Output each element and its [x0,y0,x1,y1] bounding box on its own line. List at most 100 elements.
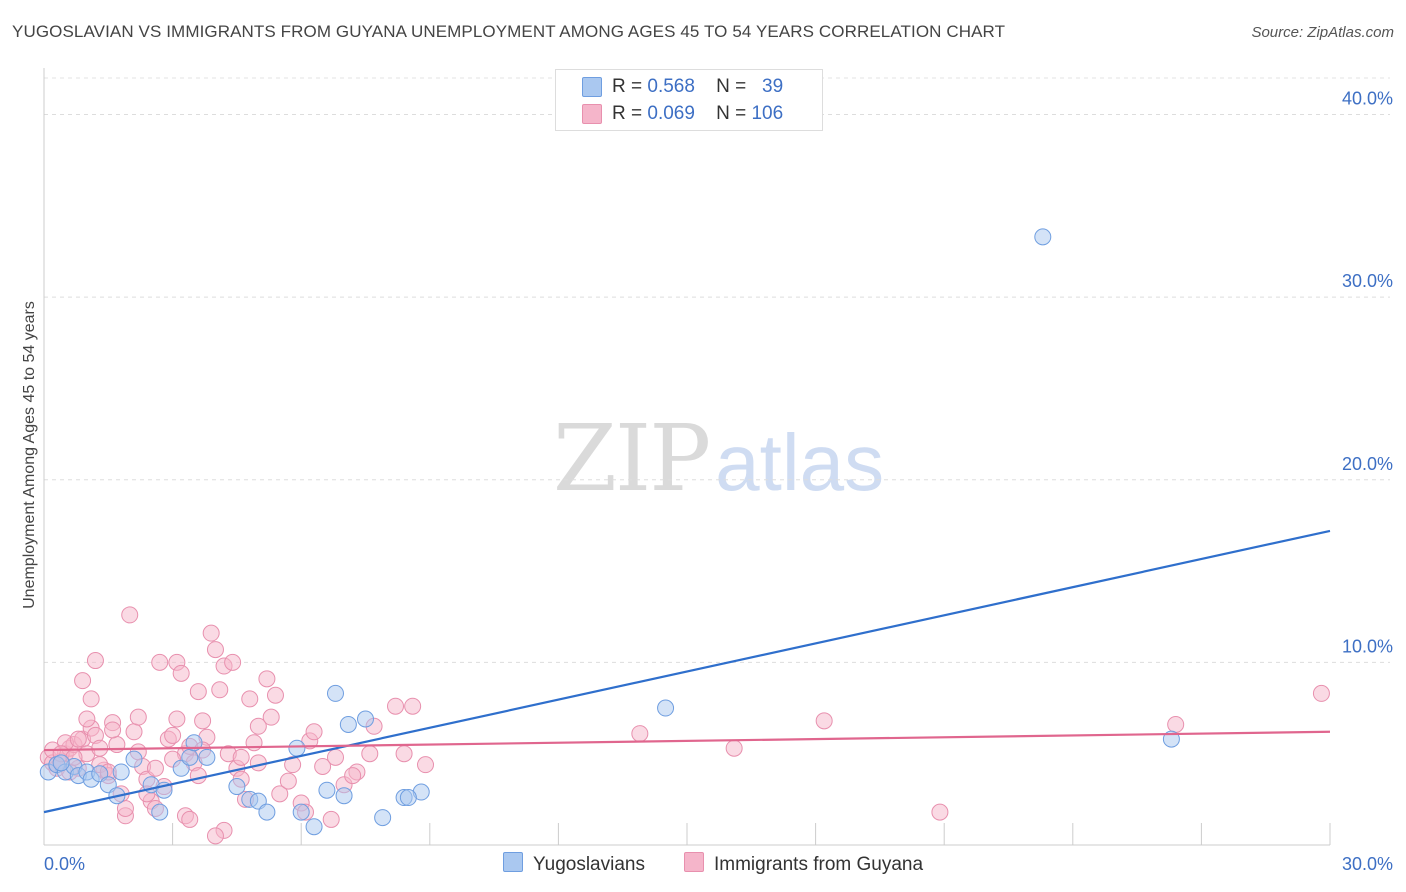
trend-line [43,730,1331,752]
data-point [262,708,280,726]
data-point [129,708,147,726]
bottom-legend-swatch-yugoslavians [503,852,523,872]
bottom-legend-label: Yugoslavians [533,854,645,875]
data-point [725,739,743,757]
data-point [232,748,250,766]
series-guyana-points [39,606,1330,845]
data-point [164,726,182,744]
data-point [931,803,949,821]
tick-labels: 10.0% 20.0% 30.0% 40.0% 0.0% 30.0% [44,89,1393,874]
trend-lines [43,529,1331,814]
y-tick-label: 30.0% [1342,271,1393,291]
watermark-atlas: atlas [715,418,885,507]
data-point [292,803,310,821]
data-point [258,670,276,688]
legend-n-value: 106 [751,103,784,124]
data-point [288,739,306,757]
correlation-legend: R = 0.568 N = 39 R = 0.069 N = 106 [555,69,823,131]
data-point [146,759,164,777]
data-point [249,717,267,735]
data-point [245,734,263,752]
data-point [181,810,199,828]
data-point [52,754,70,772]
data-point [189,683,207,701]
data-point [374,809,392,827]
data-point [631,725,649,743]
legend-r-label: R = [612,76,643,97]
legend-r-label: R = [612,103,643,124]
legend-swatch-guyana [582,104,602,124]
data-point [395,745,413,763]
y-tick-label: 20.0% [1342,454,1393,474]
data-point [116,799,134,817]
watermark: ZIPatlas [553,405,884,512]
data-point [181,748,199,766]
data-point [314,757,332,775]
data-point [125,750,143,768]
legend-text: R = 0.568 N = 39 [612,76,783,98]
gridlines [44,77,1390,663]
legend-r-value: 0.069 [647,103,695,124]
data-point [339,715,357,733]
data-point [202,624,220,642]
y-tick-label: 10.0% [1342,636,1393,656]
data-point [417,756,435,774]
trend-line [43,529,1331,814]
bottom-legend-label: Immigrants from Guyana [714,854,924,875]
data-point [112,763,130,781]
data-point [172,664,190,682]
source-credit: Source: ZipAtlas.com [1251,24,1394,41]
legend-text: R = 0.069 N = 106 [612,103,783,125]
data-point [224,653,242,671]
data-point [1034,228,1052,246]
x-tick-label: 30.0% [1342,854,1393,874]
data-point [305,723,323,741]
y-tick-label: 40.0% [1342,89,1393,109]
data-point [279,772,297,790]
data-point [266,686,284,704]
data-point [657,699,675,717]
data-point [185,734,203,752]
watermark-zip: ZIP [553,405,711,512]
data-point [121,606,139,624]
chart-title: YUGOSLAVIAN VS IMMIGRANTS FROM GUYANA UN… [12,22,1006,41]
data-point [258,803,276,821]
legend-n-label: N = [716,103,747,124]
data-point [1167,715,1185,733]
axes [43,68,1331,846]
data-point [387,697,405,715]
data-point [189,767,207,785]
data-point [815,712,833,730]
data-point [1312,684,1330,702]
bottom-legend-yugoslavians: Yugoslavians [503,852,645,876]
data-point [344,767,362,785]
data-point [326,748,344,766]
data-point [228,778,246,796]
data-point [211,681,229,699]
series-yugoslavians-points [39,228,1180,836]
data-point [404,697,422,715]
data-point [206,641,224,659]
data-point [125,723,143,741]
data-point [69,730,87,748]
data-point [151,803,169,821]
data-point [198,748,216,766]
data-point [82,690,100,708]
legend-n-value: 39 [762,76,784,97]
data-point [335,787,353,805]
data-point [361,745,379,763]
data-point [305,818,323,836]
data-point [78,710,96,728]
data-point [168,710,186,728]
legend-n-label: N = [716,76,747,97]
y-axis-label: Unemployment Among Ages 45 to 54 years [21,301,38,609]
data-point [86,652,104,670]
bottom-legend-guyana: Immigrants from Guyana [684,852,923,876]
legend-swatch-yugoslavians [582,77,602,97]
data-point [194,712,212,730]
data-point [249,754,267,772]
data-point [271,785,289,803]
data-point [151,653,169,671]
data-point [241,690,259,708]
